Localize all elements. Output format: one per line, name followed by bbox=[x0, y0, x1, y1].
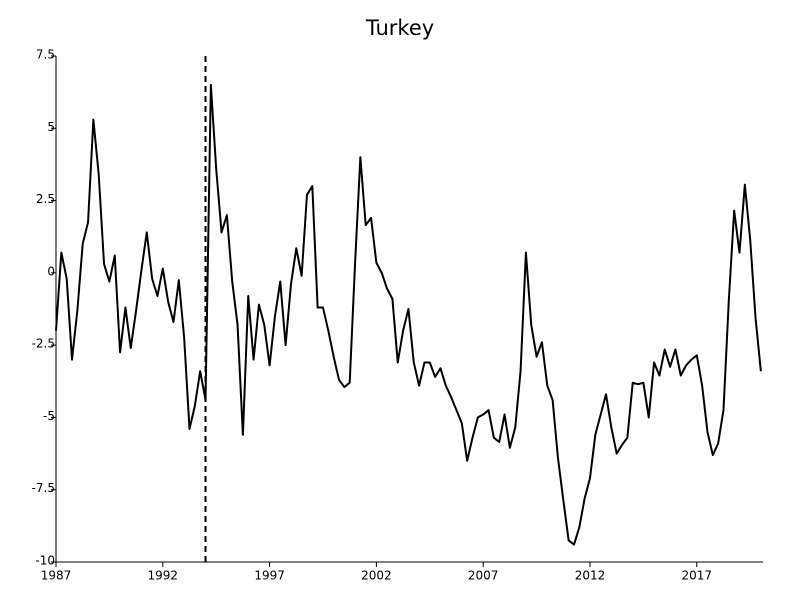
x-tick-label: 1987 bbox=[41, 569, 72, 583]
y-tick-label: 7.5 bbox=[36, 48, 55, 62]
y-tick-label: -10 bbox=[35, 554, 55, 568]
chart-title: Turkey bbox=[365, 16, 434, 40]
x-tick-label: 2012 bbox=[575, 569, 606, 583]
y-tick-label: -2.5 bbox=[32, 337, 55, 351]
y-tick-label: -5 bbox=[43, 409, 55, 423]
data-line bbox=[55, 83, 762, 546]
y-tick-label: 0 bbox=[47, 264, 55, 278]
x-tick-label: 2017 bbox=[682, 569, 713, 583]
x-tick-label: 1992 bbox=[148, 569, 179, 583]
x-tick-label: 1997 bbox=[254, 569, 285, 583]
x-tick-label: 2002 bbox=[361, 569, 392, 583]
y-tick-label: 5 bbox=[47, 120, 55, 134]
y-tick-label: 2.5 bbox=[36, 192, 55, 206]
x-tick-label: 2007 bbox=[468, 569, 499, 583]
y-tick-label: -7.5 bbox=[32, 481, 55, 495]
